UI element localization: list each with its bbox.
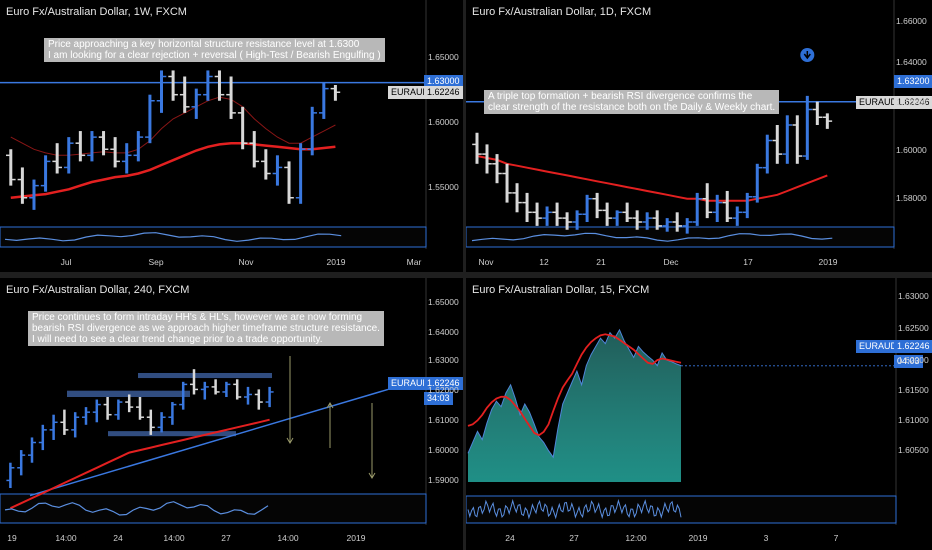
x-tick-label: 24 [505,533,515,543]
x-tick-label: 7 [833,533,839,543]
symbol-tag: EURAUD [388,377,433,390]
price-area [468,329,681,482]
trendline [29,388,389,497]
last-price-tag: 1.62246 [894,340,932,353]
x-tick-label: 19 [7,533,17,543]
weekly-chart-canvas[interactable] [0,0,463,272]
moving-average-fast [10,96,336,156]
y-tick-label: 1.65000 [428,297,459,307]
y-tick-label: 1.62000 [896,97,927,107]
y-tick-label: 1.61500 [898,385,929,395]
y-tick-label: 1.63000 [428,355,459,365]
symbol-tag: EURAUD [388,86,433,99]
grid-divider-horizontal [0,272,932,278]
daily-chart-canvas[interactable] [466,0,932,272]
moving-average-slow [476,155,828,202]
price-line [467,328,682,459]
x-tick-label: 14:00 [55,533,77,543]
last-price-tag: 1.62246 [894,96,932,109]
panel-title: Euro Fx/Australian Dollar, 1W, FXCM [6,6,187,18]
analysis-note: Price approaching a key horizontal struc… [44,38,385,62]
rsi-line [471,232,833,242]
structure-zone [138,372,272,379]
x-tick-label: 17 [743,257,753,267]
x-tick-label: 2019 [688,533,708,543]
panel-title: Euro Fx/Australian Dollar, 15, FXCM [472,284,650,296]
x-tick-label: 24 [113,533,123,543]
y-tick-label: 1.60000 [428,445,459,455]
x-tick-label: 27 [569,533,579,543]
x-tick-label: 12:00 [625,533,647,543]
x-tick-label: Jul [60,257,72,267]
x-tick-label: 2019 [326,257,346,267]
projection-arrow-head [286,437,294,444]
y-tick-label: 1.60000 [428,117,459,127]
x-tick-label: 14:00 [277,533,299,543]
x-tick-label: 12 [539,257,549,267]
y-tick-label: 1.62000 [428,385,459,395]
x-tick-label: Nov [238,257,254,267]
x-tick-label: 21 [596,257,606,267]
y-tick-label: 1.58000 [896,193,927,203]
x-tick-label: 3 [763,533,769,543]
y-tick-label: 1.64000 [896,57,927,67]
chart-panel-15m[interactable]: Euro Fx/Australian Dollar, 15, FXCM EURA… [466,278,932,550]
y-tick-label: 1.59000 [428,475,459,485]
rsi-line [4,232,342,242]
moving-average-slow [10,141,336,200]
bar-countdown: 34:03 [424,392,453,405]
resistance-price-tag: 1.63000 [424,75,463,88]
rsi-pane [0,493,427,524]
y-tick-label: 1.66000 [896,16,927,26]
rsi-pane [466,495,897,524]
x-tick-label: Mar [406,257,422,267]
y-tick-label: 1.64000 [428,327,459,337]
y-tick-label: 1.62500 [898,323,929,333]
structure-zone [67,390,190,397]
y-tick-label: 1.60500 [898,445,929,455]
bar-countdown: 04:03 [894,355,923,368]
chart-panel-4h[interactable]: Euro Fx/Australian Dollar, 240, FXCM Pri… [0,278,463,550]
panel-title: Euro Fx/Australian Dollar, 1D, FXCM [472,6,652,18]
chart-panel-daily[interactable]: Euro Fx/Australian Dollar, 1D, FXCM A tr… [466,0,932,272]
x-tick-label: Dec [663,257,679,267]
x-tick-label: 27 [221,533,231,543]
symbol-tag: EURAUD [856,340,901,353]
symbol-tag: EURAUD [856,96,901,109]
rsi-pane [466,226,895,248]
y-tick-label: 1.62000 [898,355,929,365]
last-price-tag: 1.62246 [424,86,463,99]
x-tick-label: 2019 [346,533,366,543]
panel-title: Euro Fx/Australian Dollar, 240, FXCM [6,284,190,296]
x-tick-label: Nov [478,257,494,267]
y-tick-label: 1.60000 [896,145,927,155]
y-tick-label: 1.63000 [898,291,929,301]
moving-average [467,333,682,437]
analysis-note: Price continues to form intraday HH's & … [28,311,384,346]
rsi-line [467,498,682,520]
x-tick-label: 14:00 [163,533,185,543]
x-tick-label: Sep [148,257,164,267]
last-price-tag: 1.62246 [424,377,463,390]
down-arrow-glyph [803,51,811,60]
y-tick-label: 1.61000 [898,415,929,425]
y-tick-label: 1.65000 [428,52,459,62]
projection-arrow-head [326,402,334,409]
projection-arrow-head [368,472,376,479]
rsi-line [4,501,269,516]
y-tick-label: 1.61000 [428,415,459,425]
chart-panel-weekly[interactable]: Euro Fx/Australian Dollar, 1W, FXCM Pric… [0,0,463,272]
structure-zone [108,431,236,437]
moving-average-slow [9,418,270,510]
y-tick-label: 1.55000 [428,182,459,192]
x-tick-label: 2019 [818,257,838,267]
resistance-price-tag: 1.63200 [894,75,932,88]
analysis-note: A triple top formation + bearish RSI div… [484,90,780,114]
m15-chart-canvas[interactable] [466,278,932,550]
